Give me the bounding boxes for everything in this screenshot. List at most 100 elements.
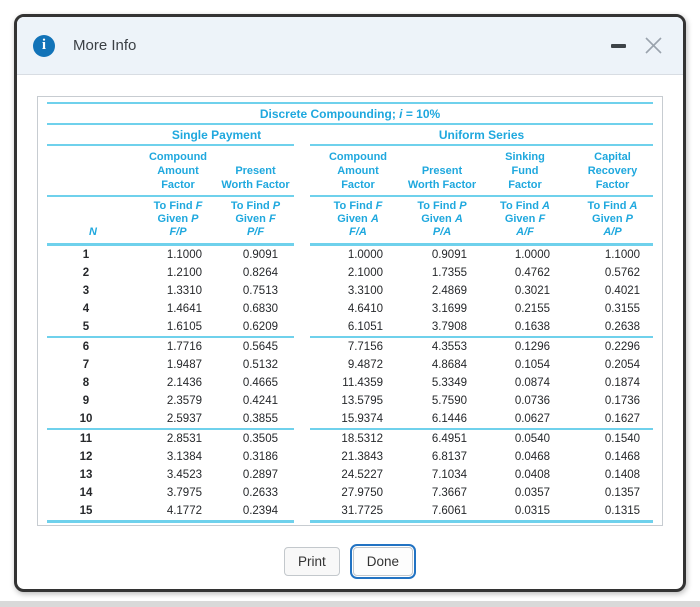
factor-value: 2.1000 [347,267,383,279]
table-row: 14 3.7975 0.2633 27.9750 7.3667 0.0357 0.1357 [47,484,653,502]
done-button[interactable]: Done [352,547,414,576]
factor-value: 3.4523 [166,469,202,481]
factor-value: 0.5762 [604,267,641,279]
column-gap [294,245,310,265]
factor-value: 0.2633 [242,487,278,499]
column-gap [294,282,310,300]
table-row: 10 2.5937 0.3855 15.9374 6.1446 0.0627 0.1627 [47,410,654,430]
column-gap [294,264,310,282]
factor-value: 11.4359 [342,377,383,389]
factor-value: 0.0468 [514,451,550,463]
factor-value: 0.1468 [604,451,641,463]
factor-value: 5.3349 [431,377,467,389]
factor-value: 3.7975 [166,487,202,499]
factor-value: 1.3310 [166,285,202,297]
factor-value: 0.4241 [242,395,278,407]
factor-value: 5.7590 [431,395,467,407]
column-gap [294,448,310,466]
header-fp: To Find F Given P F/P [139,196,217,246]
factor-value: 0.4021 [604,285,641,297]
table-row: 6 1.7716 0.5645 7.7156 4.3553 0.1296 0.2296 [47,337,653,356]
header-capital-recovery-factor: Capital Recovery Factor [572,145,654,197]
factor-value: 1.7716 [166,341,202,353]
print-button[interactable]: Print [283,547,340,576]
factor-value: 0.1054 [514,359,550,371]
factor-value: 31.7725 [310,502,406,523]
header-present-worth-factor-us: Present Worth Factor [406,145,478,197]
group-uniform-series: Uniform Series [310,124,654,146]
factor-value: 4.8684 [431,359,467,371]
tofind-header-row: N To Find F Given P F/P To Find P Given … [47,196,654,246]
factor-value: 0.1874 [604,377,641,389]
factor-value: 0.8264 [242,267,278,279]
factor-value: 3.1699 [431,303,467,315]
row-period-n: 9 [82,395,90,407]
factor-value: 7.6061 [406,502,478,523]
factor-value: 0.1357 [604,487,641,499]
column-gap [294,337,310,356]
factor-value: 0.3021 [514,285,550,297]
group-single-payment: Single Payment [139,124,294,146]
minimize-icon [610,43,626,48]
factor-value: 4.6410 [347,303,383,315]
factor-value: 3.1384 [166,451,202,463]
column-gap [294,356,310,374]
table-row: 15 4.1772 0.2394 31.7725 7.6061 0.0315 0.1315 [47,502,654,523]
factor-value: 1.9487 [166,359,202,371]
factor-value: 0.7513 [242,285,278,297]
factor-value: 0.4665 [242,377,278,389]
factor-value: 0.4762 [514,267,550,279]
header-pa: To Find P Given A P/A [406,196,478,246]
factor-value: 0.0540 [514,433,550,445]
factor-value: 0.2054 [604,359,641,371]
factor-value: 0.1315 [572,502,654,523]
table-row: 4 1.4641 0.6830 4.6410 3.1699 0.2155 0.3155 [47,300,653,318]
table-row: 8 2.1436 0.4665 11.4359 5.3349 0.0874 0.1874 [47,374,653,392]
header-ap: To Find A Given P A/P [572,196,654,246]
row-period-n: 5 [47,318,139,338]
column-gap [294,410,310,429]
factor-value: 21.3843 [341,451,383,463]
minimize-button[interactable] [605,33,631,59]
table-row: 3 1.3310 0.7513 3.3100 2.4869 0.3021 0.4021 [47,282,653,300]
column-gap [294,392,310,410]
done-button-focus-ring: Done [349,544,417,579]
column-gap [294,124,310,145]
row-period-n: 2 [82,267,90,279]
factor-value: 0.2155 [514,303,550,315]
row-period-n: 7 [82,359,90,371]
factor-value: 1.6105 [139,318,217,338]
factor-header-row: Compound Amount Factor Present Worth Fac… [47,145,654,197]
dialog-header: i More Info [17,17,683,75]
factor-table-container: Discrete Compounding; i = 10% Single Pay… [37,96,663,526]
factor-value: 0.0736 [514,395,550,407]
factor-value: 7.1034 [431,469,467,481]
factor-value: 0.2394 [217,502,294,523]
group-spacer [47,124,139,146]
header-pf: To Find P Given F P/F [217,196,294,246]
factor-value: 6.1446 [406,410,478,430]
table-title-row: Discrete Compounding; i = 10% [47,102,654,125]
column-gap [294,466,310,484]
factor-value: 0.3505 [242,433,278,445]
factor-value: 2.3579 [166,395,202,407]
factor-value: 6.4951 [431,433,467,445]
row-period-n: 12 [79,451,93,463]
table-row: 11 2.8531 0.3505 18.5312 6.4951 0.0540 0.1540 [47,429,653,448]
header-af: To Find A Given F A/F [478,196,572,246]
factor-value: 1.7355 [431,267,467,279]
factor-value: 18.5312 [341,433,383,445]
header-fa: To Find F Given A F/A [310,196,406,246]
factor-value: 2.1436 [166,377,202,389]
factor-value: 0.1408 [604,469,641,481]
table-title: Discrete Compounding; i = 10% [47,102,654,125]
column-gap [294,145,310,196]
row-period-n: 3 [82,285,90,297]
close-icon [644,37,662,54]
close-button[interactable] [639,32,667,60]
factor-value: 0.0357 [514,487,550,499]
factor-value: 2.4869 [431,285,467,297]
header-present-worth-factor-sp: Present Worth Factor [217,145,294,197]
factor-value: 2.5937 [139,410,217,430]
factor-value: 0.6830 [242,303,278,315]
